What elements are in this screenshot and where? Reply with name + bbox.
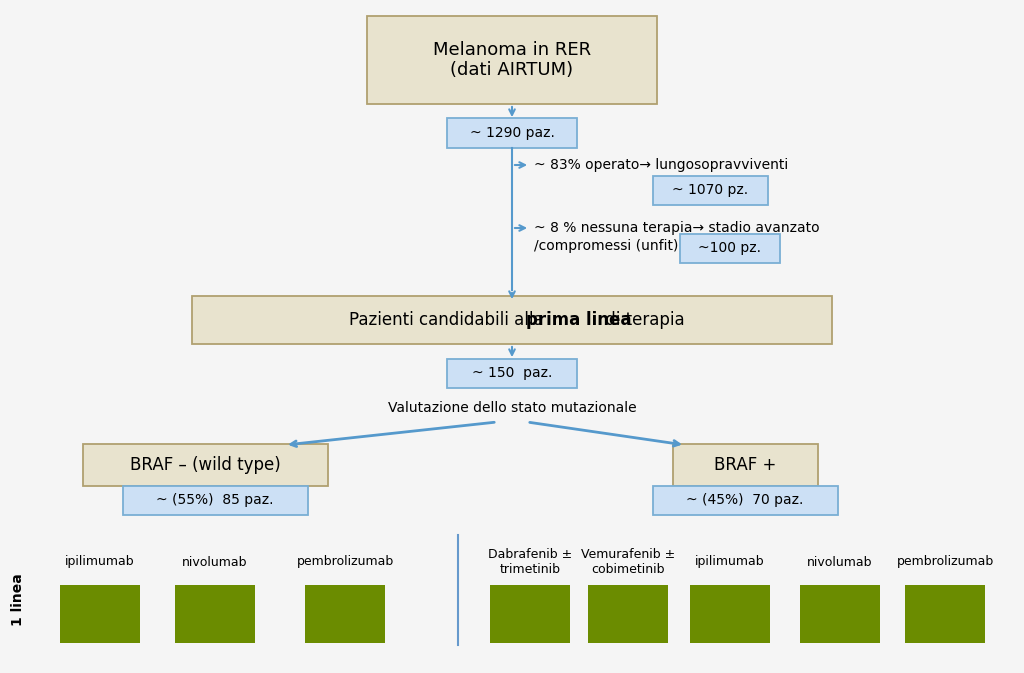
Text: nivolumab: nivolumab — [807, 555, 872, 569]
FancyBboxPatch shape — [490, 585, 570, 643]
FancyBboxPatch shape — [83, 444, 328, 486]
FancyBboxPatch shape — [175, 585, 255, 643]
Text: ~ 83% operato→ lungosopravviventi: ~ 83% operato→ lungosopravviventi — [534, 158, 788, 172]
Text: ~ 8 % nessuna terapia→ stadio avanzato: ~ 8 % nessuna terapia→ stadio avanzato — [534, 221, 819, 235]
FancyBboxPatch shape — [447, 359, 577, 388]
Text: pembrolizumab: pembrolizumab — [296, 555, 393, 569]
FancyBboxPatch shape — [652, 176, 768, 205]
FancyBboxPatch shape — [193, 296, 831, 344]
Text: ~ 1290 paz.: ~ 1290 paz. — [470, 126, 554, 140]
FancyBboxPatch shape — [367, 16, 657, 104]
Text: ipilimumab: ipilimumab — [695, 555, 765, 569]
Text: Vemurafenib ±
cobimetinib: Vemurafenib ± cobimetinib — [581, 548, 675, 576]
Text: prima linea: prima linea — [525, 311, 631, 329]
Text: Valutazione dello stato mutazionale: Valutazione dello stato mutazionale — [388, 401, 636, 415]
Text: BRAF – (wild type): BRAF – (wild type) — [130, 456, 281, 474]
Text: 1 linea: 1 linea — [11, 573, 25, 627]
FancyBboxPatch shape — [447, 118, 577, 148]
Text: ipilimumab: ipilimumab — [66, 555, 135, 569]
Text: ~ (45%)  70 paz.: ~ (45%) 70 paz. — [686, 493, 804, 507]
Text: Dabrafenib ±
trimetinib: Dabrafenib ± trimetinib — [487, 548, 572, 576]
FancyBboxPatch shape — [305, 585, 385, 643]
FancyBboxPatch shape — [652, 485, 838, 514]
FancyBboxPatch shape — [673, 444, 817, 486]
Text: ~ 150  paz.: ~ 150 paz. — [472, 366, 552, 380]
FancyBboxPatch shape — [123, 485, 307, 514]
FancyBboxPatch shape — [680, 234, 780, 262]
FancyBboxPatch shape — [690, 585, 770, 643]
FancyBboxPatch shape — [800, 585, 880, 643]
Text: /compromessi (unfit): /compromessi (unfit) — [534, 239, 678, 253]
FancyBboxPatch shape — [60, 585, 140, 643]
Text: Melanoma in RER
(dati AIRTUM): Melanoma in RER (dati AIRTUM) — [433, 40, 591, 79]
FancyBboxPatch shape — [588, 585, 668, 643]
Text: ~ 1070 pz.: ~ 1070 pz. — [672, 183, 749, 197]
Text: ~100 pz.: ~100 pz. — [698, 241, 762, 255]
Text: ~ (55%)  85 paz.: ~ (55%) 85 paz. — [157, 493, 273, 507]
Text: Pazienti candidabili alla: Pazienti candidabili alla — [349, 311, 549, 329]
Text: pembrolizumab: pembrolizumab — [896, 555, 993, 569]
Text: nivolumab: nivolumab — [182, 555, 248, 569]
Text: di terapia: di terapia — [600, 311, 685, 329]
Text: BRAF +: BRAF + — [714, 456, 776, 474]
FancyBboxPatch shape — [905, 585, 985, 643]
